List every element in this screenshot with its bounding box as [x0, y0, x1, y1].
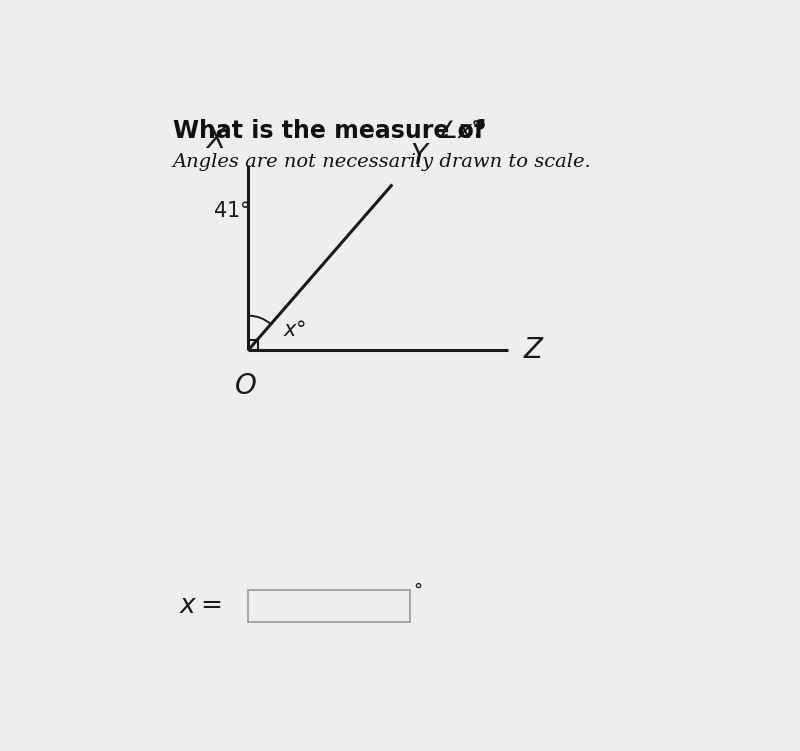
Text: $x =$: $x =$	[178, 593, 222, 618]
Bar	[248, 590, 410, 622]
Text: $\angle x$?: $\angle x$?	[436, 119, 486, 143]
Text: $X$: $X$	[205, 127, 228, 154]
Text: $O$: $O$	[234, 373, 257, 400]
Text: °: °	[413, 581, 422, 599]
Text: $x°$: $x°$	[282, 320, 306, 340]
Text: $41°$: $41°$	[214, 201, 250, 221]
Text: Angles are not necessarily drawn to scale.: Angles are not necessarily drawn to scal…	[173, 153, 592, 171]
Text: $Y$: $Y$	[410, 143, 430, 170]
Text: What is the measure of: What is the measure of	[173, 119, 493, 143]
Text: $Z$: $Z$	[522, 337, 545, 363]
